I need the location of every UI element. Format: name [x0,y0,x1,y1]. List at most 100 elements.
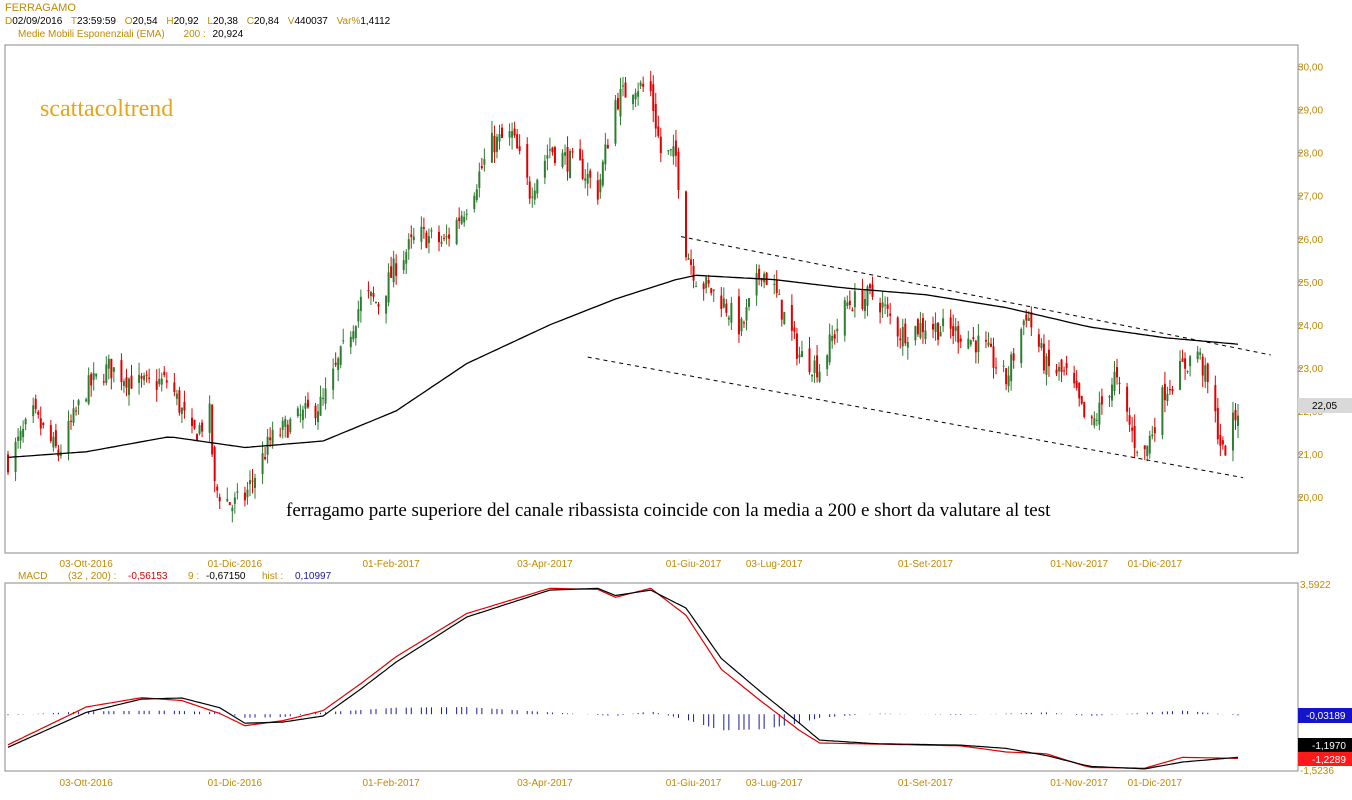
price-y-ticks: 30,00 29,00 28,00 27,00 26,00 25,00 24,00 23,00… [1298,63,1323,504]
candle-body [226,499,229,502]
candle [737,288,740,343]
candle-body [642,83,645,87]
candle-body [463,216,466,223]
candle [569,148,572,179]
candle-body [1216,407,1219,440]
candle-body [853,291,856,308]
candle [1221,436,1224,450]
candle [1110,377,1113,408]
candle [72,399,75,426]
candle-body [407,239,410,250]
candle-body [1100,396,1103,405]
x-tick-label: 03-Lug-2017 [746,778,803,789]
candle [57,444,60,462]
candle-body [1040,342,1043,349]
price-candles [7,70,1239,523]
candle [425,230,428,249]
candle [599,173,602,199]
candle-body [528,181,531,199]
candle-body [1214,385,1217,412]
candle [528,176,531,204]
candle [1234,403,1237,430]
candle [248,470,251,497]
candle [811,374,814,383]
macd-legend-signal-value: -0,67150 [206,571,246,582]
candle-body [916,319,919,335]
candle [1010,351,1013,391]
candle-body [616,98,619,110]
candle [392,250,395,288]
macd-axis-max: 3,5922 [1300,580,1331,591]
candle-body [599,179,602,193]
candle-body [478,171,481,188]
candle-body [775,280,778,293]
candle [1063,366,1066,376]
candle-body [198,425,201,434]
candle-body [430,230,433,232]
candle [674,129,677,167]
candle [1166,386,1169,406]
candle [1083,401,1086,419]
candle-body [387,272,390,303]
candle [1055,363,1058,377]
candle [385,295,388,324]
candle [1090,414,1093,426]
candle [34,394,37,414]
candle [677,147,680,199]
candle-body [1221,440,1224,445]
candle [937,322,940,346]
candle [322,388,325,406]
candle-body [410,234,413,238]
candle [314,403,317,426]
candle-body [942,318,945,327]
quote-key-t: T [70,16,78,27]
candle [422,217,425,239]
candle-body [866,286,869,306]
candle-body [1171,388,1174,392]
candle [1179,350,1182,391]
candle [1030,306,1033,337]
macd-panel-frame [4,582,1299,772]
ema-period: 200 : [183,29,206,40]
candle [642,76,645,92]
candle [543,154,546,185]
candle [405,249,408,275]
candle [1148,430,1151,459]
candle [236,483,239,500]
candle [816,345,819,383]
candle-body [1199,352,1202,355]
x-tick-label: 01-Dic-2016 [208,559,263,570]
candle-body [826,355,829,370]
candle [848,290,851,310]
candle [24,417,27,431]
candle-body [352,331,355,340]
candle [218,493,221,510]
candle-body [359,296,362,312]
candle [271,421,274,449]
candle [1126,382,1129,422]
candle-body [1063,370,1066,372]
candle [317,404,320,430]
candle-body [553,147,556,164]
candle [863,289,866,319]
candle [949,309,952,339]
candle [969,339,972,347]
candle-body [304,403,307,409]
candle-body [143,375,146,381]
candle-body [284,419,287,427]
candle-body [196,434,199,441]
quote-value-l: 20,38 [212,16,238,27]
candle [1204,357,1207,389]
candle-body [354,326,357,339]
candle-body [758,268,761,279]
candle-body [236,491,239,493]
candle [1196,345,1199,363]
candle-body [622,85,624,87]
candle-body [490,132,493,163]
candle [1065,355,1068,376]
candle [533,183,536,205]
candle-body [420,226,423,242]
candle [1045,353,1048,386]
candle-body [722,298,725,308]
candle [916,317,919,337]
